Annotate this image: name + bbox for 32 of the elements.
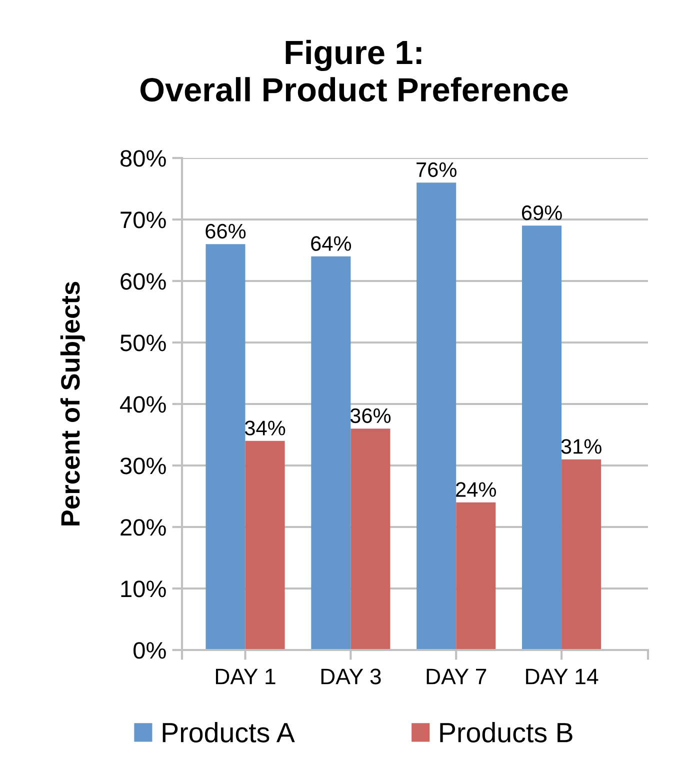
data-label: 66% (206, 224, 246, 239)
data-label: 34% (244, 420, 286, 436)
y-tick-label: 30% (120, 458, 166, 474)
y-axis-title: Percent of Subjects (60, 282, 85, 526)
bar (245, 440, 285, 650)
y-tick-label: 50% (120, 334, 166, 352)
data-label: 36% (350, 408, 391, 424)
chart-title: Figure 1: Overall Product Preference (140, 40, 568, 102)
bar (206, 244, 246, 650)
y-tick-label: 20% (120, 519, 166, 536)
bar (456, 502, 496, 650)
bar (416, 182, 456, 650)
legend-label: Products B (440, 722, 572, 742)
data-label: 76% (416, 162, 456, 178)
data-label: 24% (456, 482, 496, 497)
y-tick-label: 40% (120, 396, 166, 413)
bar (522, 226, 562, 650)
bar (311, 256, 351, 650)
y-tick-label: 0% (134, 642, 166, 659)
y-tick-label: 10% (121, 580, 166, 598)
y-tick-label: 80% (120, 150, 166, 167)
x-tick-label: DAY 3 (321, 668, 381, 684)
legend-label: Products A (162, 722, 295, 742)
x-tick-label: DAY 1 (216, 668, 276, 684)
y-tick-label: 70% (120, 212, 166, 228)
x-tick-label: DAY 7 (426, 668, 486, 684)
data-label: 64% (311, 236, 352, 251)
data-label: 69% (522, 205, 562, 220)
x-tick-label: DAY 14 (526, 668, 598, 684)
y-tick-label: 60% (120, 273, 166, 290)
bar (350, 428, 390, 650)
bar (562, 459, 602, 650)
